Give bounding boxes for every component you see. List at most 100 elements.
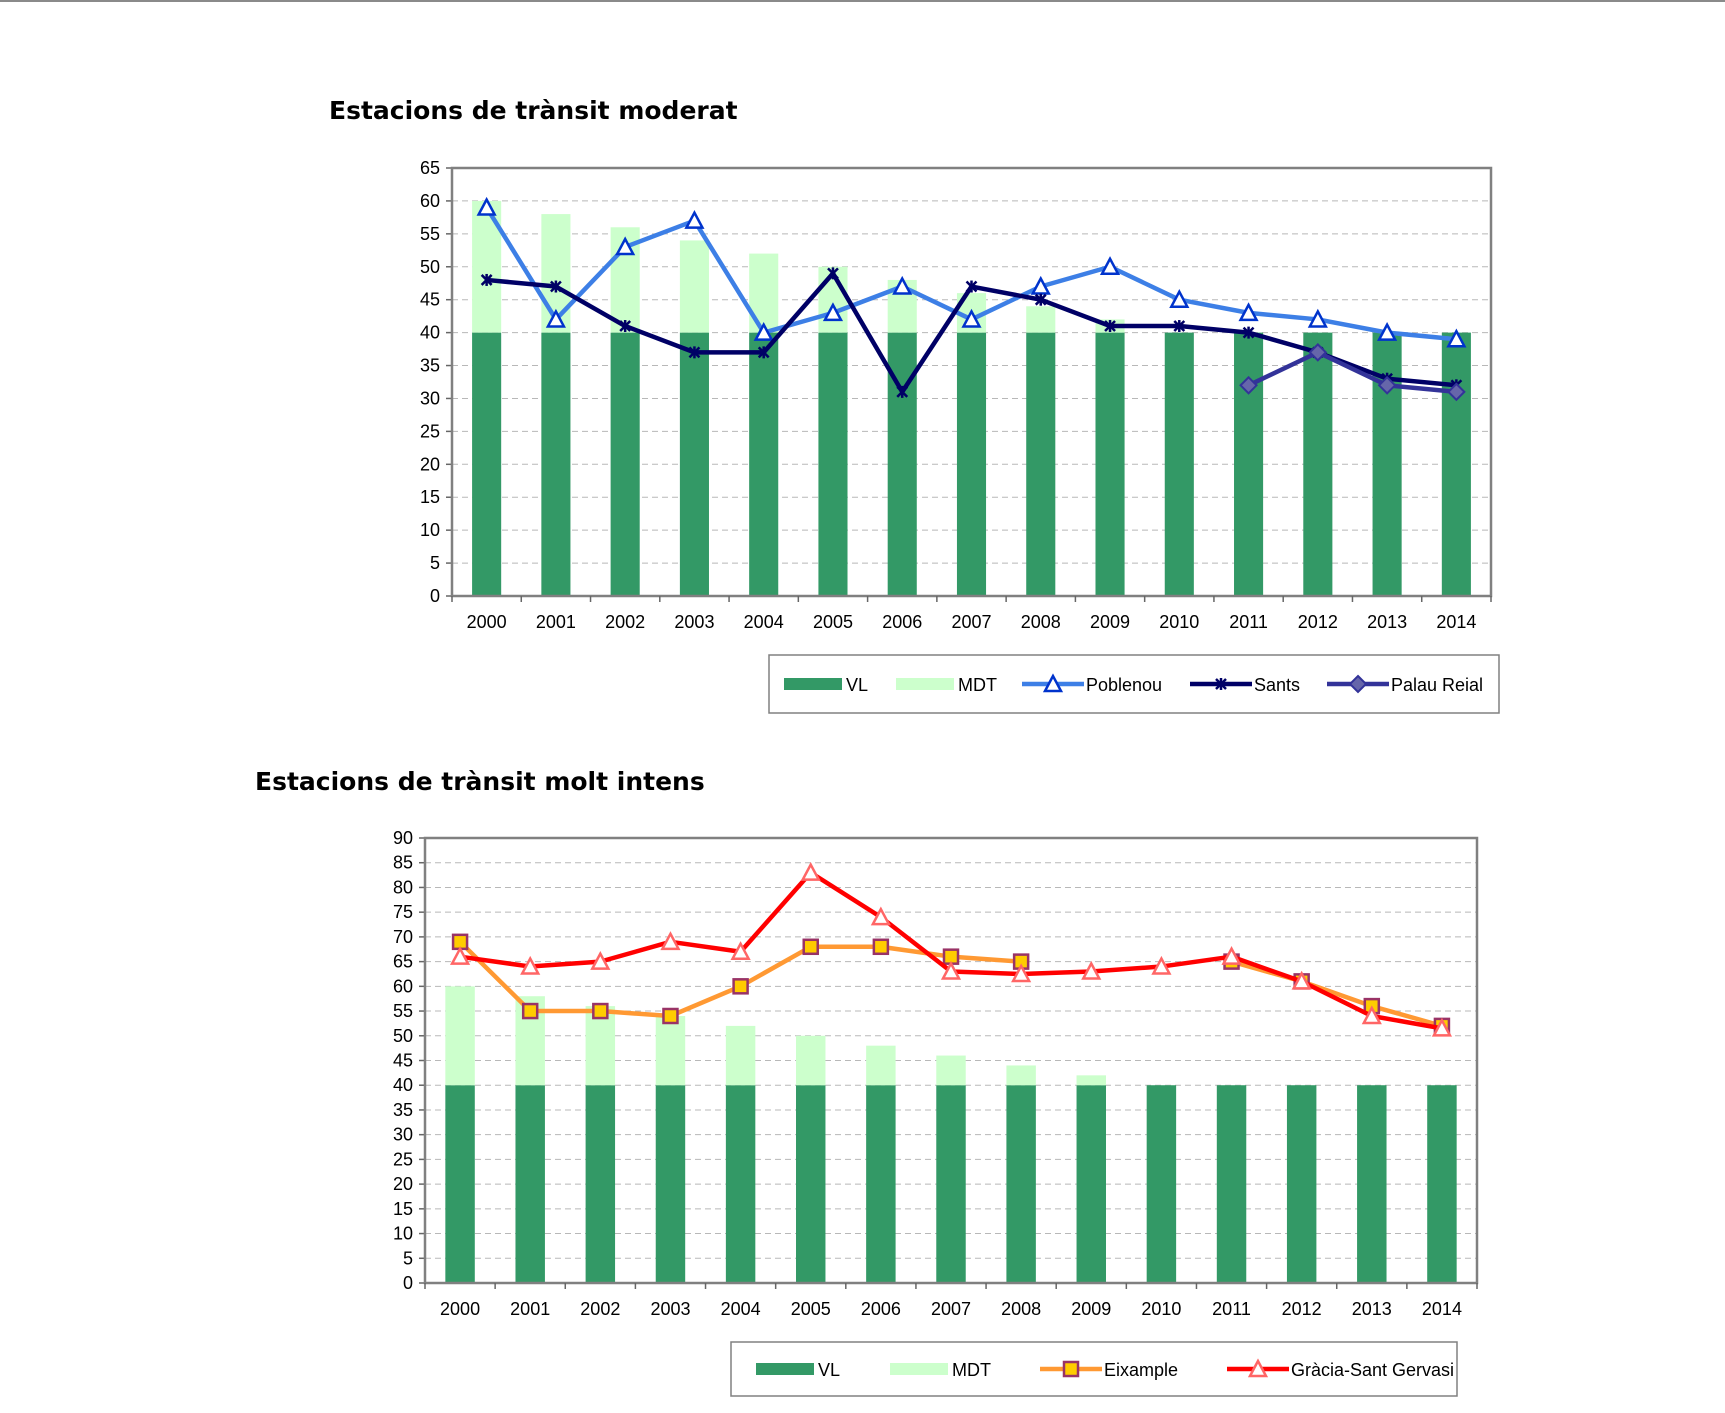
- data-point: [961, 308, 982, 328]
- legend-item: Palau Reial: [1327, 674, 1483, 695]
- bars: [472, 200, 1471, 596]
- x-tick-label: 2011: [1212, 1299, 1251, 1319]
- legend-item: Poblenou: [1022, 673, 1162, 695]
- data-point: [480, 273, 493, 286]
- bar-vl: [541, 332, 571, 596]
- x-tick-label: 2012: [1298, 612, 1338, 632]
- data-point: [1104, 320, 1116, 333]
- plot-frame: [423, 836, 1479, 1285]
- bar-mdt: [1026, 306, 1056, 333]
- bar-vl: [956, 332, 987, 596]
- bar-vl: [1303, 332, 1333, 596]
- legend-swatch: [890, 1363, 948, 1375]
- bar-mdt: [749, 253, 779, 333]
- y-tick-label: 5: [403, 1248, 413, 1268]
- bar-vl: [1006, 1085, 1036, 1283]
- x-tick-label: 2012: [1282, 1299, 1322, 1319]
- x-tick-label: 2009: [1071, 1299, 1111, 1319]
- bar-mdt: [445, 986, 475, 1086]
- y-tick-label: 45: [420, 290, 440, 310]
- data-point: [872, 938, 890, 956]
- bar-vl: [749, 332, 779, 596]
- data-point: [1238, 302, 1259, 322]
- data-point: [545, 308, 566, 328]
- y-tick-label: 0: [403, 1273, 413, 1293]
- x-tick-label: 2002: [580, 1299, 620, 1319]
- bar-vl: [1286, 1085, 1317, 1283]
- data-point: [688, 346, 701, 359]
- x-tick-label: 2014: [1422, 1299, 1462, 1319]
- top-rule: [0, 0, 1725, 2]
- bar-vl: [679, 332, 709, 596]
- bar-vl: [1441, 332, 1471, 596]
- y-tick-label: 0: [430, 586, 440, 606]
- bar-vl: [655, 1085, 686, 1283]
- bar-mdt: [679, 240, 709, 333]
- bar-vl: [796, 1085, 826, 1283]
- data-point: [870, 906, 891, 926]
- bar-vl: [585, 1085, 616, 1283]
- y-axis: 0 5 10 15 20 25 30 35 40 45 50 55 60 65: [420, 158, 452, 606]
- x-tick-label: 2013: [1352, 1299, 1392, 1319]
- data-point: [1431, 1017, 1453, 1037]
- data-point: [965, 280, 978, 293]
- legend-item: Sants: [1190, 675, 1300, 695]
- bar-vl: [866, 1085, 896, 1283]
- y-tick-label: 15: [393, 1199, 413, 1219]
- data-point: [1242, 326, 1255, 339]
- bar-vl: [1026, 332, 1056, 596]
- y-tick-label: 30: [393, 1125, 413, 1145]
- bar-mdt: [655, 1016, 686, 1086]
- x-tick-label: 2001: [536, 612, 576, 632]
- bar-vl: [725, 1085, 756, 1283]
- y-tick-label: 60: [393, 976, 413, 996]
- data-point: [1239, 375, 1258, 395]
- data-point: [732, 978, 749, 995]
- bar-vl: [1146, 1085, 1177, 1283]
- bar-vl: [610, 332, 640, 596]
- data-point: [1030, 275, 1051, 295]
- y-tick-label: 5: [430, 553, 440, 573]
- data-point: [1446, 328, 1467, 348]
- legend-label: Sants: [1254, 675, 1300, 695]
- data-point: [615, 236, 636, 256]
- x-tick-label: 2008: [1001, 1299, 1041, 1319]
- y-tick-label: 20: [393, 1174, 413, 1194]
- bar-vl: [1216, 1085, 1247, 1283]
- x-tick-label: 2007: [931, 1299, 971, 1319]
- bar-vl: [1234, 332, 1264, 596]
- x-tick-label: 2007: [951, 612, 991, 632]
- bar-vl: [1427, 1085, 1457, 1283]
- x-tick-label: 2005: [813, 612, 853, 632]
- y-tick-label: 40: [420, 323, 440, 343]
- legend-label: Poblenou: [1086, 675, 1162, 695]
- y-tick-label: 45: [393, 1051, 413, 1071]
- y-tick-label: 30: [420, 388, 440, 408]
- legend: VL MDT Eixample Gràcia-Sant Gervasi: [730, 1341, 1458, 1397]
- bars: [445, 986, 1457, 1283]
- y-tick-label: 25: [420, 421, 440, 441]
- y-tick-label: 55: [393, 1001, 413, 1021]
- data-point: [520, 955, 541, 975]
- data-point: [684, 210, 705, 229]
- legend-swatch: [784, 678, 842, 690]
- legend-item: MDT: [896, 675, 997, 695]
- data-point: [1081, 960, 1102, 980]
- x-tick-label: 2013: [1367, 612, 1407, 632]
- y-tick-label: 50: [420, 257, 440, 277]
- bar-mdt: [866, 1045, 896, 1086]
- data-point: [1377, 321, 1398, 341]
- y-axis: 0 5 10 15 20 25 30 35 40 45 50 55 60 65 70 75 80 85 90: [393, 828, 425, 1293]
- data-point: [592, 1002, 609, 1020]
- legend-label: VL: [846, 675, 868, 695]
- y-tick-label: 15: [420, 487, 440, 507]
- bar-vl: [1164, 332, 1194, 596]
- legend-item: VL: [784, 675, 868, 695]
- bar-vl: [1357, 1085, 1387, 1283]
- x-tick-label: 2005: [791, 1299, 831, 1319]
- legend-marker: [1247, 1358, 1269, 1378]
- bar-mdt: [1076, 1075, 1106, 1086]
- legend-marker: [1348, 674, 1368, 694]
- chart-molt-intens: 0 5 10 15 20 25 30 35 40 45 50 55 60 65 70 75 80 85 90 2000…: [393, 828, 1479, 1397]
